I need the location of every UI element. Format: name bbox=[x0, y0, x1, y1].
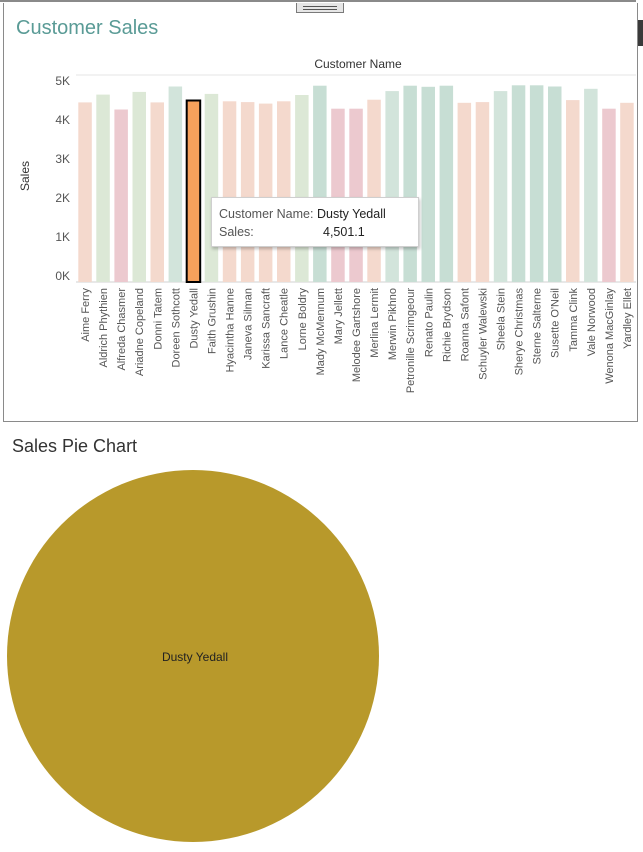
x-tick-label: Janeva Silman bbox=[243, 288, 255, 360]
drag-handle-line bbox=[303, 9, 337, 10]
tooltip-sales-value: 4,501.1 bbox=[323, 225, 365, 239]
x-tick-label: Karissa Sancraft bbox=[261, 288, 273, 369]
tooltip: Customer Name: Dusty Yedall Sales: 4,501… bbox=[211, 197, 419, 247]
bar[interactable] bbox=[566, 100, 580, 282]
y-tick-label: 2K bbox=[55, 191, 70, 205]
x-tick-label: Petronille Scrimgeour bbox=[405, 288, 417, 393]
bar[interactable] bbox=[114, 109, 128, 283]
bar[interactable] bbox=[132, 91, 147, 283]
pie-slice[interactable] bbox=[7, 470, 379, 842]
x-tick-label: Sterne Salterne bbox=[532, 288, 544, 364]
tooltip-name-label: Customer Name: bbox=[219, 207, 314, 221]
bar[interactable] bbox=[385, 91, 399, 282]
x-tick-label: Aime Ferry bbox=[80, 288, 92, 342]
x-tick-label: Sheela Stein bbox=[496, 288, 508, 350]
x-tick-label: Faith Grushin bbox=[207, 288, 219, 354]
bar[interactable] bbox=[584, 88, 598, 282]
x-tick-label: Melodee Gartshore bbox=[351, 288, 363, 382]
bar[interactable] bbox=[295, 95, 309, 282]
bar[interactable] bbox=[349, 108, 363, 282]
x-tick-label: Mady McMennum bbox=[315, 288, 327, 375]
x-tick-label: Vale Norwood bbox=[586, 288, 598, 356]
x-tick-label: Mary Jellett bbox=[333, 288, 345, 344]
bar[interactable] bbox=[529, 85, 544, 282]
x-tick-label: Renato Paulin bbox=[423, 288, 435, 357]
x-tick-label: Sherye Christmas bbox=[514, 288, 526, 376]
bar[interactable] bbox=[313, 85, 327, 282]
x-tick-label: Wenona MacGinlay bbox=[604, 288, 616, 384]
bar-chart-title: Customer Sales bbox=[16, 17, 159, 39]
bar[interactable] bbox=[204, 93, 219, 283]
bar[interactable] bbox=[222, 101, 237, 282]
bar[interactable] bbox=[457, 102, 472, 282]
x-tick-label: Lance Cheatle bbox=[279, 288, 291, 359]
x-axis-title: Customer Name bbox=[314, 57, 402, 71]
bar[interactable] bbox=[602, 108, 616, 282]
bar[interactable] bbox=[367, 99, 381, 282]
bar[interactable] bbox=[403, 85, 417, 282]
bar[interactable] bbox=[439, 85, 454, 282]
y-tick-label: 3K bbox=[55, 152, 70, 166]
bar[interactable] bbox=[96, 94, 110, 282]
bar[interactable] bbox=[78, 102, 92, 283]
x-tick-label: Susette O'Neil bbox=[550, 288, 562, 358]
x-axis-ticks: Aime Ferry Aldrich Phythien Alfreda Chasme… bbox=[80, 288, 634, 394]
bar[interactable] bbox=[493, 91, 508, 282]
x-tick-label: Merwin Pikhno bbox=[387, 288, 399, 360]
x-tick-label: Yardley Ellet bbox=[622, 288, 634, 349]
bar[interactable] bbox=[258, 103, 273, 282]
pie-slice-label: Dusty Yedall bbox=[162, 650, 228, 664]
drag-handle[interactable] bbox=[296, 3, 344, 13]
bar[interactable] bbox=[511, 85, 526, 282]
x-tick-label: Roanna Safont bbox=[459, 288, 471, 361]
y-axis-ticks: 0K 1K 2K 3K 4K 5K bbox=[55, 74, 70, 283]
bar[interactable] bbox=[548, 86, 562, 283]
pie-chart-title: Sales Pie Chart bbox=[12, 436, 138, 456]
bar[interactable] bbox=[240, 102, 255, 282]
x-tick-label: Richie Brydson bbox=[441, 288, 453, 362]
panel-top-border bbox=[0, 0, 636, 2]
y-tick-label: 4K bbox=[55, 113, 70, 127]
x-tick-label: Alfreda Chasmer bbox=[116, 288, 128, 371]
bar[interactable] bbox=[277, 101, 291, 282]
bar[interactable] bbox=[331, 108, 345, 282]
bars[interactable] bbox=[78, 85, 634, 283]
x-tick-label: Tamma Clink bbox=[568, 288, 580, 352]
tooltip-name-value: Dusty Yedall bbox=[316, 207, 386, 221]
y-axis-title: Sales bbox=[18, 161, 32, 191]
y-tick-label: 1K bbox=[55, 230, 70, 244]
y-tick-label: 0K bbox=[55, 269, 70, 283]
x-tick-label: Aldrich Phythien bbox=[98, 288, 110, 368]
x-tick-label: Hyacintha Hanne bbox=[225, 288, 237, 372]
x-tick-label: Doreen Sothcott bbox=[170, 288, 182, 368]
bar[interactable] bbox=[185, 99, 202, 283]
bar[interactable] bbox=[620, 102, 634, 282]
x-tick-label: Donni Tatem bbox=[152, 288, 164, 350]
x-tick-label: Lorne Boldry bbox=[297, 288, 309, 351]
bar[interactable] bbox=[421, 86, 436, 282]
bar[interactable] bbox=[150, 102, 165, 283]
x-tick-label: Schuyler Walewski bbox=[478, 288, 490, 380]
y-tick-label: 5K bbox=[55, 74, 70, 88]
bar[interactable] bbox=[168, 86, 183, 283]
x-tick-label: Merlina Lermit bbox=[369, 288, 381, 358]
x-tick-label: Dusty Yedall bbox=[188, 288, 200, 349]
x-tick-label: Ariadne Copeland bbox=[134, 288, 146, 376]
pie-chart: Dusty Yedall bbox=[7, 470, 379, 842]
drag-handle-line bbox=[303, 6, 337, 7]
scroll-edge[interactable] bbox=[638, 20, 643, 46]
tooltip-sales-label: Sales: bbox=[219, 225, 254, 239]
bar[interactable] bbox=[475, 102, 490, 282]
